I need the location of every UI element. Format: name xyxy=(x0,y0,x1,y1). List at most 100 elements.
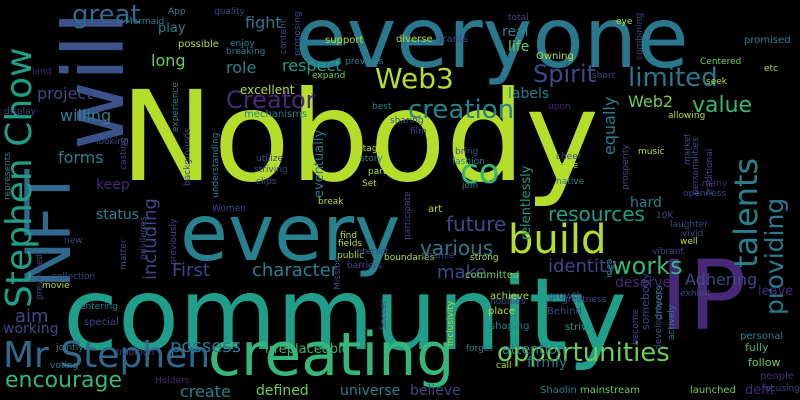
word-utilize: utilize xyxy=(256,154,283,164)
word-fight: fight xyxy=(245,13,282,32)
word-laughter: laughter xyxy=(670,220,708,230)
word-creation: creation xyxy=(408,95,515,125)
word-works: works xyxy=(612,252,683,280)
word-greatness: greatness xyxy=(562,295,607,305)
word-native: native xyxy=(556,177,585,187)
word-forget: forget xyxy=(466,344,493,354)
word-part: part xyxy=(368,167,387,177)
word-become: become xyxy=(631,308,641,345)
word-enjoy: enjoy xyxy=(230,39,255,49)
word-believe: believe xyxy=(410,383,461,399)
word-equally: equally xyxy=(600,96,619,155)
word-mainstream: mainstream xyxy=(580,385,641,396)
word-promised: promised xyxy=(744,35,791,46)
word-behind: Behind xyxy=(547,306,582,317)
word-web2: Web2 xyxy=(628,92,674,111)
word-fields: fields xyxy=(338,239,363,249)
word-breaking: breaking xyxy=(226,47,266,57)
word-art: art xyxy=(428,204,443,215)
word-limited: limited xyxy=(628,63,718,93)
word-respect: respect xyxy=(282,56,342,75)
word-resources: resources xyxy=(548,202,645,226)
word-break: break xyxy=(318,197,344,207)
word-play: play xyxy=(158,21,186,36)
word-committed: committed xyxy=(465,270,520,281)
word-allowing: allowing xyxy=(668,111,706,121)
word-proposing: proposing xyxy=(293,11,303,56)
word-music: music xyxy=(638,147,665,157)
word-personal: personal xyxy=(740,331,784,342)
word-striving: striving xyxy=(254,165,288,175)
word-possess: possess xyxy=(170,336,242,357)
word-mr-stephen: Mr Stephen xyxy=(3,335,211,376)
word-willing: willing xyxy=(60,106,112,125)
word-quality: quality xyxy=(214,7,245,17)
word-opportunities: opportunities xyxy=(497,338,670,368)
word-ip: IP xyxy=(660,240,747,352)
word-working: working xyxy=(3,321,59,337)
word-personalities: personalities xyxy=(691,137,701,195)
word-eventually: eventually xyxy=(312,129,327,198)
word-universe: universe xyxy=(340,383,401,399)
word-join: join xyxy=(462,181,479,191)
word-fashion: fashion xyxy=(452,157,485,167)
word-etc: etc xyxy=(764,64,779,74)
word-film: film xyxy=(410,127,427,137)
word-special: special xyxy=(84,317,119,328)
word-future: future xyxy=(446,212,507,236)
word-labels: labels xyxy=(508,86,550,102)
word-shaping: shaping xyxy=(490,321,530,332)
word-stage: stage xyxy=(358,144,383,154)
word-spirit: Spirit xyxy=(533,60,597,88)
word-backgrounds: backgrounds xyxy=(183,128,193,186)
word-adhering: Adhering xyxy=(685,270,758,289)
word-content: content xyxy=(279,19,289,54)
word-clips: clips xyxy=(256,177,277,187)
word-value: value xyxy=(692,93,753,118)
word-real: real xyxy=(502,24,529,40)
word-chance: chance xyxy=(422,251,455,261)
word-great: great xyxy=(72,0,141,30)
word-best: best xyxy=(372,102,392,112)
word-new: new xyxy=(64,236,83,246)
word-talents: talents xyxy=(727,157,765,268)
word-openness: openness xyxy=(683,189,727,199)
word-every: every xyxy=(180,189,401,279)
word-dent: dent xyxy=(745,383,775,398)
word-fully: fully xyxy=(745,341,769,354)
word-shaolin: Shaolin xyxy=(540,385,577,396)
word-creator: Creator xyxy=(226,86,316,114)
word-role: role xyxy=(226,58,257,77)
word-entering: entering xyxy=(80,302,118,312)
word-growth: growth xyxy=(548,291,583,302)
word-co: co xyxy=(460,152,500,192)
word-display: display xyxy=(4,107,36,117)
word-grants: grants xyxy=(436,34,469,45)
word-barriers: barriers xyxy=(347,261,382,271)
word-vivid: vivid xyxy=(682,229,704,239)
word-encourage: encourage xyxy=(5,368,123,393)
word-short: short xyxy=(592,71,616,81)
word-somebody: somebody xyxy=(639,272,652,330)
word-actively: actively xyxy=(667,304,677,340)
word-matter: matter xyxy=(119,239,129,270)
word-character: character xyxy=(252,260,339,281)
word-deserve: deserve xyxy=(615,275,672,291)
word-eye: eye xyxy=(616,17,633,27)
word-creating: creating xyxy=(208,320,455,390)
word-prosperity: prosperity xyxy=(621,144,631,190)
word-looking: looking xyxy=(96,137,129,147)
word-land: land xyxy=(32,67,52,77)
word-app: App xyxy=(168,7,186,17)
word-story: story xyxy=(360,154,383,164)
word-10k: 10K xyxy=(656,211,674,221)
word-development: development xyxy=(654,290,664,350)
word-nobody: Nobody xyxy=(120,65,600,210)
word-leave: leave xyxy=(758,284,794,299)
word-upon: upon xyxy=(548,102,571,112)
word-mission: Mission xyxy=(333,256,343,290)
word-place: place xyxy=(488,306,515,317)
word-previous: previous xyxy=(345,57,384,67)
word-attention: attention xyxy=(502,342,566,358)
